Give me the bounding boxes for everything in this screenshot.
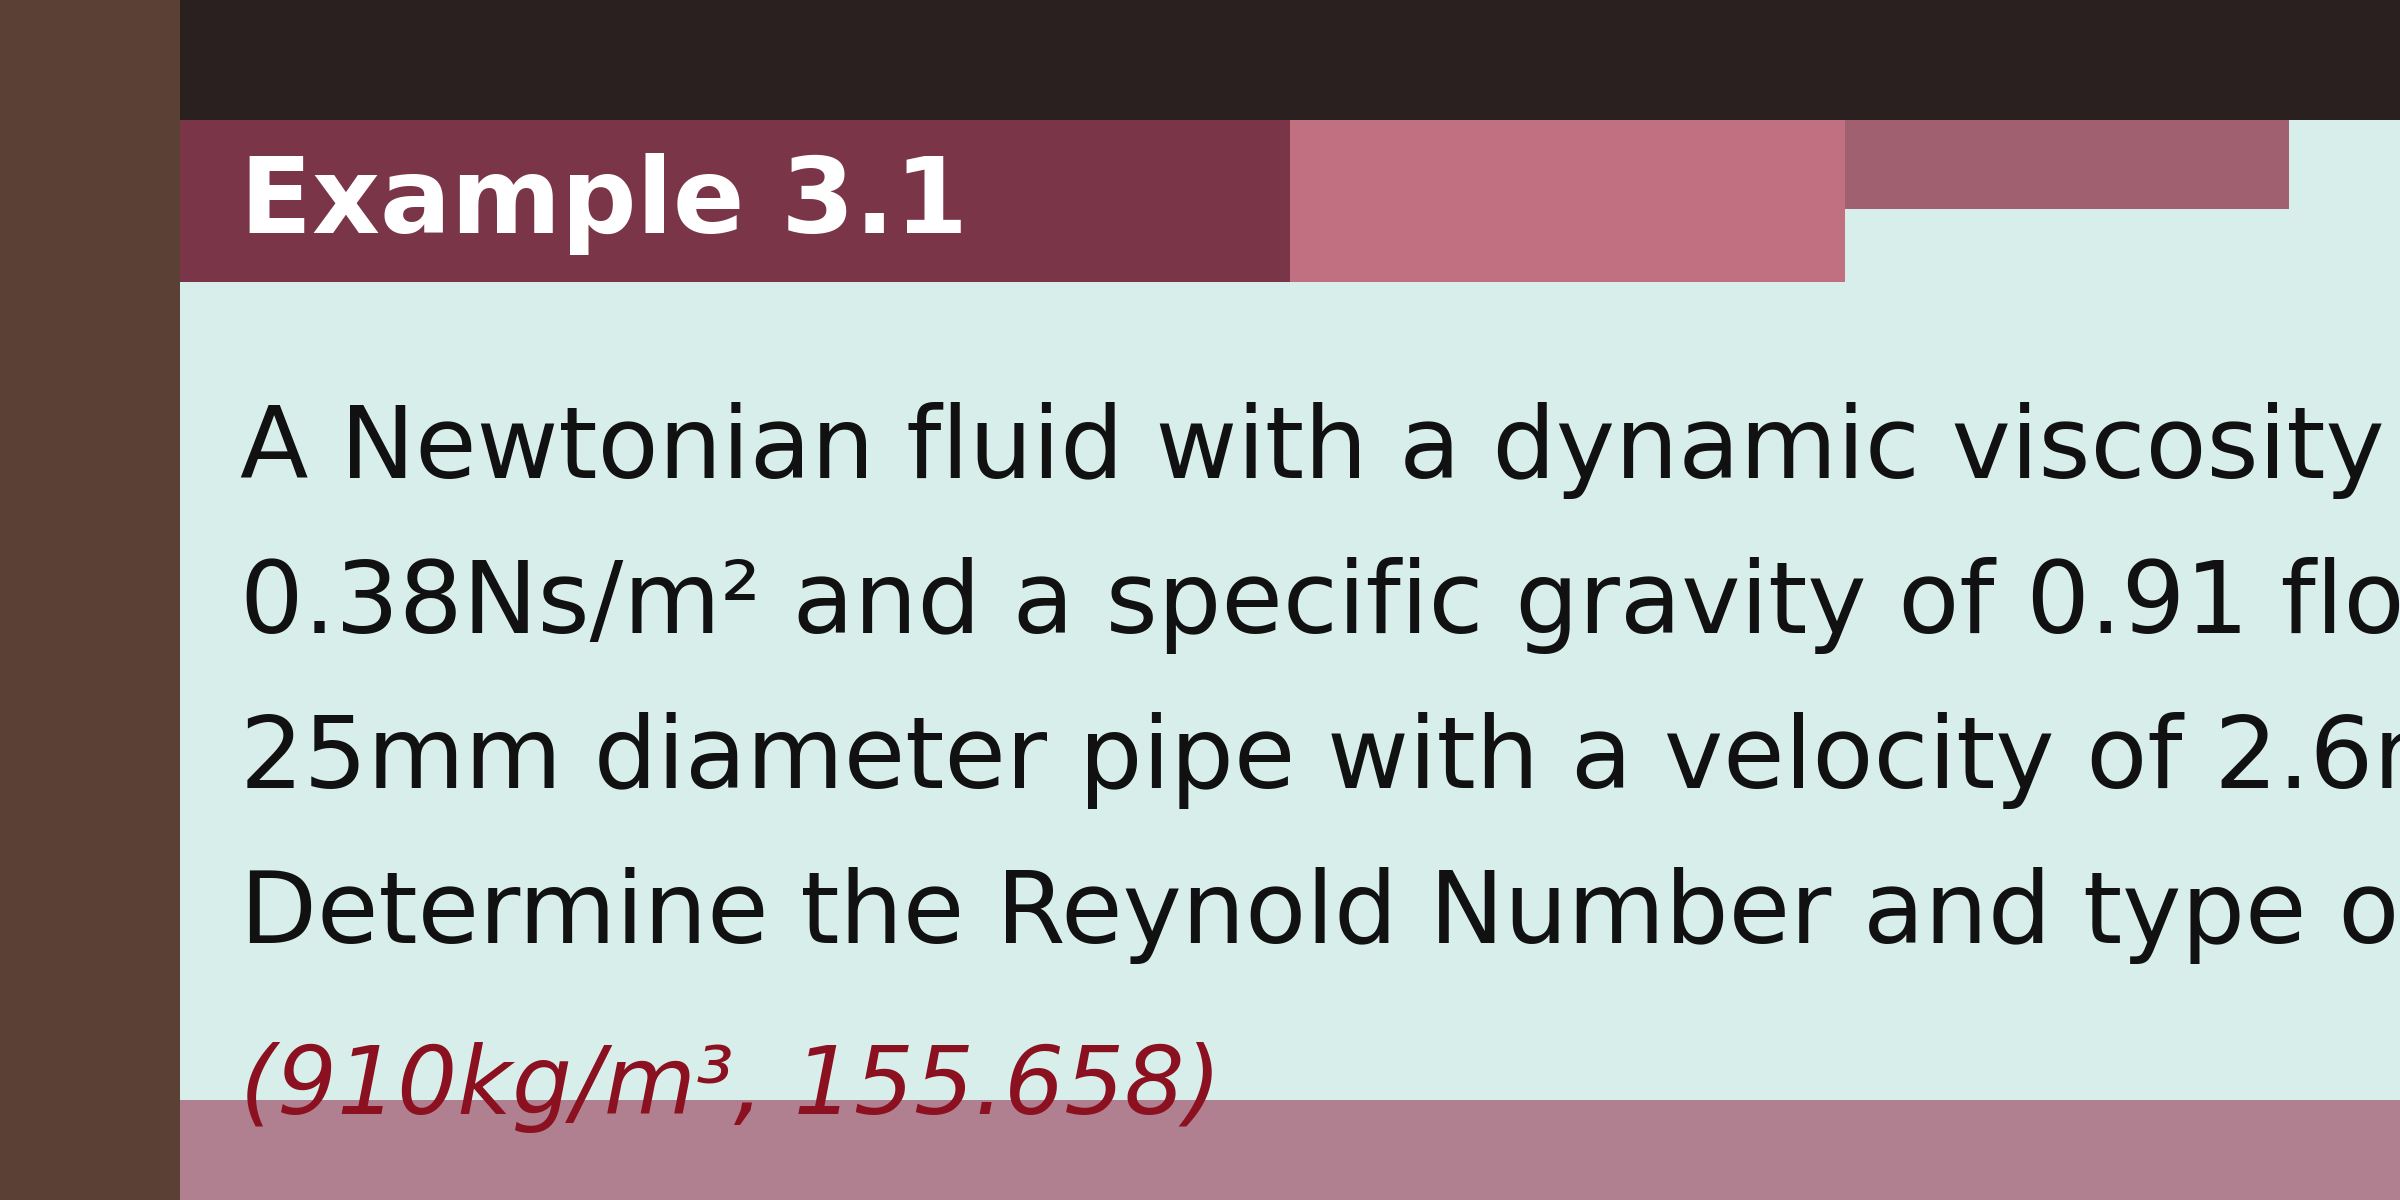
Bar (1291, 120, 1846, 282)
Bar (1846, 120, 2290, 209)
Bar (180, 120, 1291, 282)
Text: (910kg/m³, 155.658): (910kg/m³, 155.658) (240, 1042, 1222, 1133)
Text: 0.38Ns/m² and a specific gravity of 0.91 flows through a: 0.38Ns/m² and a specific gravity of 0.91… (240, 557, 2400, 654)
Bar (180, 1100, 2400, 1200)
Bar (0, 0, 180, 1200)
Text: Determine the Reynold Number and type of flow.: Determine the Reynold Number and type of… (240, 866, 2400, 964)
Text: Example 3.1: Example 3.1 (240, 154, 967, 256)
Text: A Newtonian fluid with a dynamic viscosity of μ: A Newtonian fluid with a dynamic viscosi… (240, 402, 2400, 499)
Text: 25mm diameter pipe with a velocity of 2.6m/s.: 25mm diameter pipe with a velocity of 2.… (240, 712, 2400, 809)
Bar (180, 0, 2400, 120)
